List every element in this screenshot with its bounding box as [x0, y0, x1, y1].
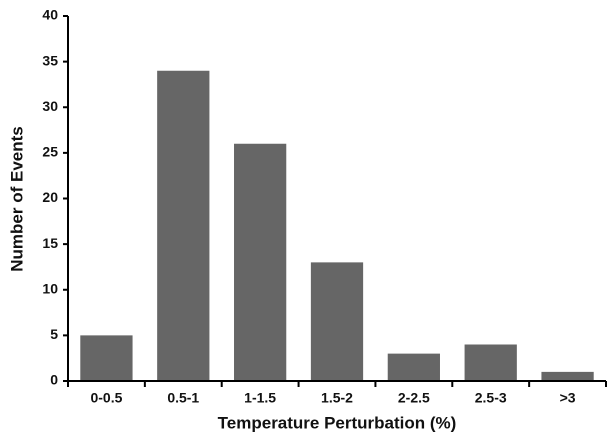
bar [80, 335, 133, 381]
bar [157, 70, 210, 381]
x-tick-label: 2-2.5 [398, 390, 430, 406]
y-tick-label: 10 [42, 280, 58, 296]
bar [541, 371, 594, 381]
x-tick-label: >3 [560, 390, 576, 406]
x-tick-label: 2.5-3 [475, 390, 507, 406]
bar [464, 344, 517, 381]
y-tick-label: 15 [42, 235, 58, 251]
x-tick-label: 0.5-1 [167, 390, 199, 406]
x-tick-label: 1.5-2 [321, 390, 353, 406]
y-tick-label: 25 [42, 144, 58, 160]
x-tick-label: 0-0.5 [90, 390, 122, 406]
bar [387, 353, 440, 381]
bar [234, 143, 287, 381]
y-axis-title: Number of Events [7, 126, 26, 271]
y-tick-label: 40 [42, 7, 58, 23]
x-tick-label: 1-1.5 [244, 390, 276, 406]
y-tick-label: 35 [42, 52, 58, 68]
y-tick-label: 20 [42, 189, 58, 205]
bar [310, 262, 364, 381]
y-tick-label: 30 [42, 98, 58, 114]
y-tick-label: 0 [50, 372, 58, 388]
y-tick-label: 5 [50, 326, 58, 342]
x-axis-title: Temperature Perturbation (%) [218, 413, 457, 432]
